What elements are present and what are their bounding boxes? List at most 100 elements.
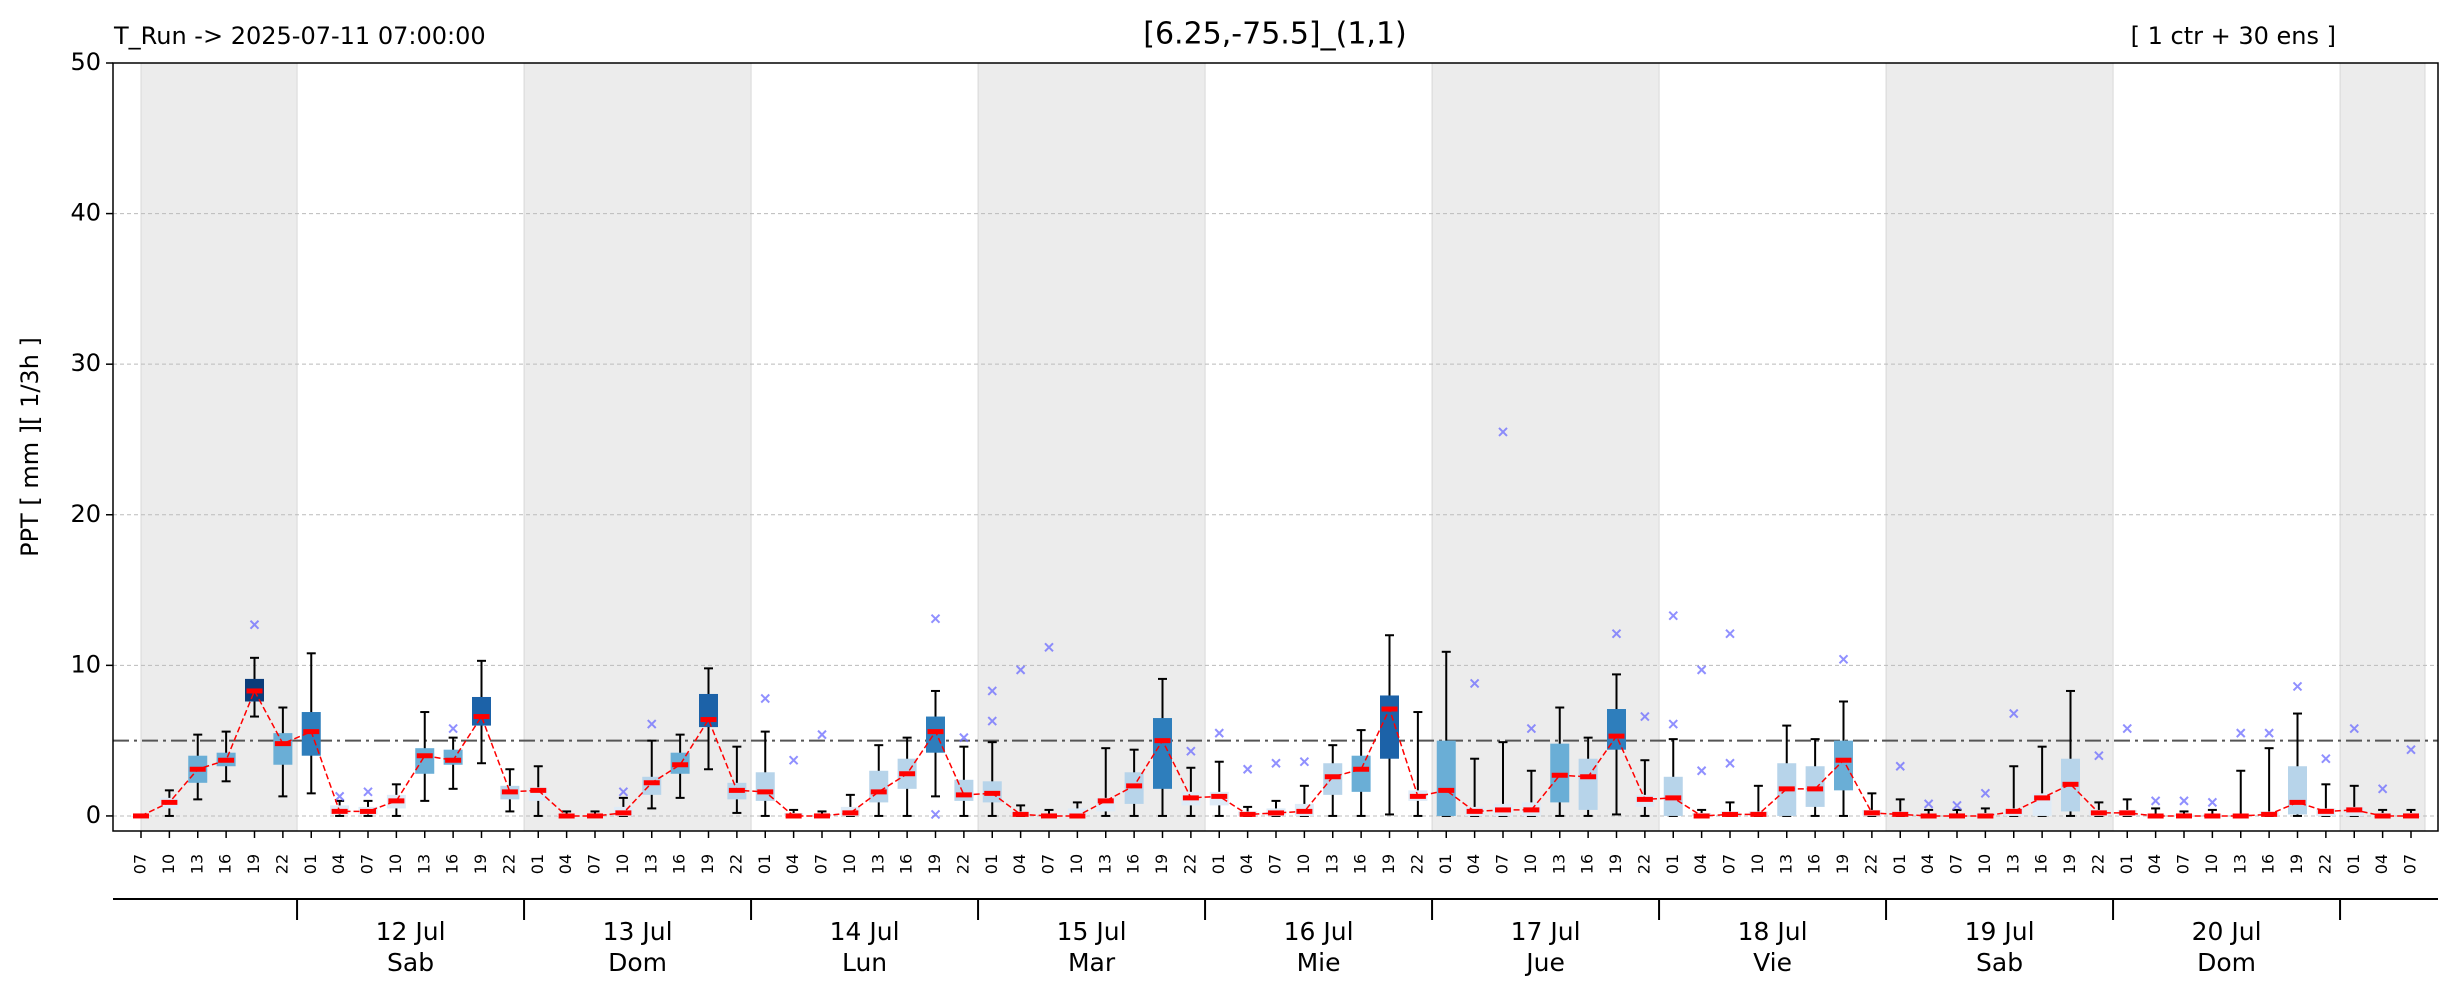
outlier: [1895, 761, 1905, 771]
x-tick-label: 19: [244, 854, 263, 874]
x-tick-label: 22: [1180, 854, 1199, 874]
day-label: 12 Jul: [376, 917, 446, 946]
outlier: [1498, 427, 1508, 437]
x-tick-label: 13: [414, 854, 433, 874]
x-tick-label: 10: [1521, 854, 1540, 874]
x-tick-label: 10: [1748, 854, 1767, 874]
members-label: [ 1 ctr + 30 ens ]: [2131, 22, 2336, 50]
x-tick-label: 19: [1833, 854, 1852, 874]
outlier: [1923, 799, 1934, 809]
outlier: [448, 723, 458, 734]
box: [415, 748, 435, 774]
x-tick-label: 19: [1606, 854, 1625, 874]
outlier: [1526, 723, 1537, 734]
box: [1607, 709, 1626, 750]
x-tick-label: 07: [812, 854, 831, 874]
x-tick-label: 22: [726, 854, 745, 874]
outlier: [1838, 654, 1849, 665]
outlier: [2094, 750, 2104, 761]
outlier: [2264, 728, 2274, 738]
outlier: [2207, 797, 2218, 808]
x-tick-label: 04: [2372, 854, 2391, 874]
x-tick-label: 07: [358, 854, 377, 874]
weekday-label: Jue: [1524, 948, 1565, 977]
outlier: [1299, 757, 1310, 767]
weekday-label: Mie: [1297, 948, 1341, 977]
day-shade: [1885, 62, 2114, 832]
x-tick-label: 19: [1152, 854, 1171, 874]
outlier: [1980, 788, 1991, 799]
y-axis-label: PPT [ mm ][ 1/3h ]: [16, 337, 44, 557]
x-tick-label: 04: [1010, 854, 1029, 874]
outlier: [249, 619, 260, 630]
x-tick-label: 16: [216, 854, 235, 874]
y-tick-label: 10: [70, 650, 101, 678]
x-tick-label: 19: [2287, 854, 2306, 874]
outlier: [1214, 728, 1224, 738]
outlier: [2406, 744, 2416, 755]
box: [642, 776, 662, 795]
x-tick-label: 16: [1578, 854, 1597, 874]
box: [1067, 808, 1087, 816]
x-tick-label: 01: [1209, 854, 1228, 874]
x-tick-label: 01: [1663, 854, 1682, 874]
outlier: [1696, 665, 1707, 675]
x-tick-label: 07: [1493, 854, 1512, 874]
outlier: [987, 686, 997, 696]
x-tick-label: 22: [1634, 854, 1653, 874]
outlier: [788, 755, 799, 765]
day-shade: [2339, 62, 2426, 832]
x-tick-label: 16: [1805, 854, 1824, 874]
y-tick-label: 50: [70, 48, 101, 76]
box: [1436, 740, 1456, 816]
run-label: T_Run -> 2025-07-11 07:00:00: [113, 22, 486, 50]
outlier: [1015, 665, 1026, 675]
x-tick-label: 07: [2174, 854, 2193, 874]
x-tick-label: 01: [2344, 854, 2363, 874]
x-tick-label: 19: [698, 854, 717, 874]
x-tick-label: 13: [868, 854, 887, 874]
x-tick-label: 01: [2117, 854, 2136, 874]
x-tick-label: 22: [499, 854, 518, 874]
box: [1834, 740, 1853, 791]
box: [472, 696, 491, 726]
x-tick-label: 01: [301, 854, 320, 874]
x-tick-label: 07: [2401, 854, 2420, 874]
x-tick-label: 01: [982, 854, 1001, 874]
x-tick-label: 16: [1124, 854, 1143, 874]
outlier: [363, 787, 373, 797]
outlier: [760, 693, 770, 704]
outlier: [2009, 708, 2019, 719]
x-tick-label: 04: [556, 854, 575, 874]
x-tick-label: 04: [2145, 854, 2164, 874]
x-tick-label: 13: [1322, 854, 1341, 874]
x-tick-label: 22: [2088, 854, 2107, 874]
outlier: [930, 613, 941, 624]
x-tick-label: 04: [329, 854, 348, 874]
x-tick-label: 10: [159, 854, 178, 874]
x-tick-label: 19: [925, 854, 944, 874]
day-label: 20 Jul: [2192, 917, 2262, 946]
day-label: 16 Jul: [1284, 917, 1354, 946]
y-tick-label: 20: [70, 500, 101, 528]
x-tick-label: 07: [131, 854, 150, 874]
outlier: [1696, 766, 1707, 776]
outlier: [987, 716, 997, 726]
day-label: 13 Jul: [603, 917, 673, 946]
x-tick-label: 19: [2060, 854, 2079, 874]
x-tick-label: 22: [953, 854, 972, 874]
day-shade: [140, 62, 298, 832]
outlier: [1611, 629, 1622, 639]
outlier: [2122, 723, 2132, 734]
x-tick-label: 07: [1720, 854, 1739, 874]
outlier: [2292, 681, 2303, 692]
x-tick-label: 13: [2003, 854, 2022, 874]
x-tick-label: 10: [1975, 854, 1994, 874]
x-tick-label: 10: [1294, 854, 1313, 874]
x-tick-label: 04: [783, 854, 802, 874]
outlier: [817, 729, 827, 740]
x-tick-label: 22: [1407, 854, 1426, 874]
box: [699, 693, 718, 728]
day-label: 14 Jul: [830, 917, 900, 946]
